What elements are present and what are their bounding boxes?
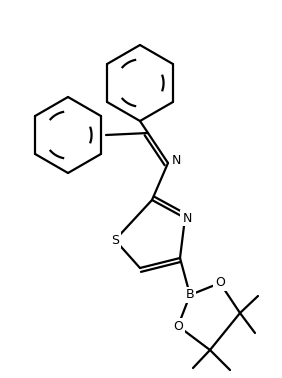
Text: O: O [215,276,225,290]
Text: N: N [182,212,192,225]
Text: N: N [171,155,181,167]
Text: O: O [173,319,183,333]
Text: B: B [186,288,194,302]
Text: S: S [111,234,119,246]
